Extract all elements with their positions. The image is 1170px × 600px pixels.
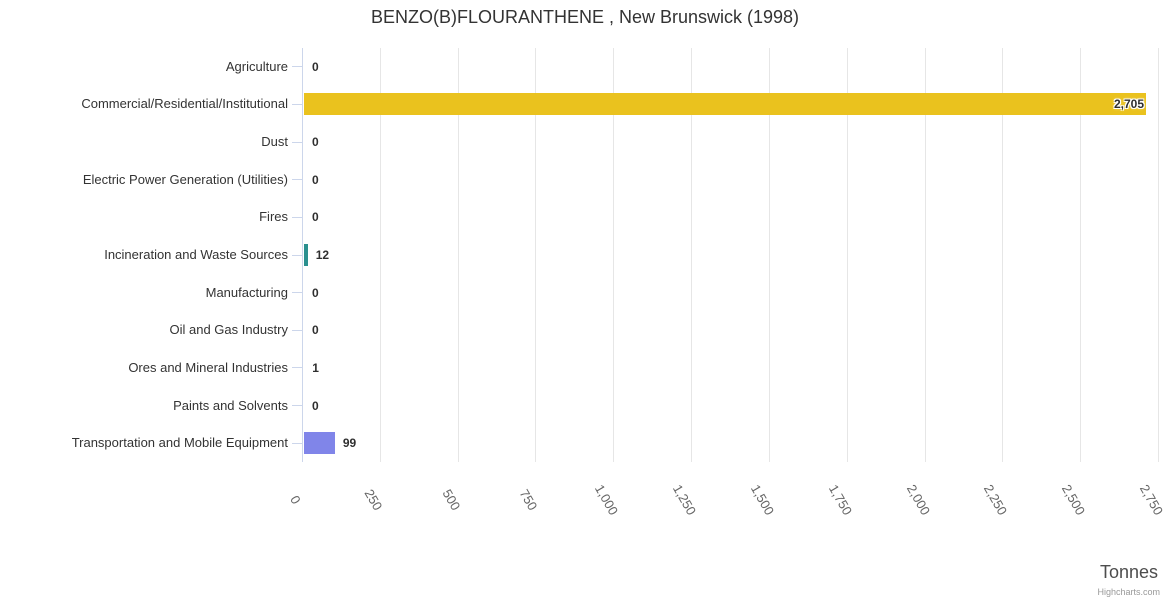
category-label[interactable]: Dust [261, 134, 288, 150]
x-tick-label: 2,250 [981, 481, 1011, 518]
gridline [379, 48, 381, 462]
x-tick-label: 2,500 [1059, 481, 1089, 518]
x-tick-label: 0 [287, 492, 304, 507]
x-tick-label: 2,750 [1136, 481, 1167, 518]
gridline [1080, 48, 1082, 462]
category-tick [292, 292, 302, 294]
data-label: 0 [312, 323, 319, 338]
data-label: 0 [312, 398, 319, 413]
x-tick-label: 2,000 [903, 481, 933, 518]
value-axis-labels: 0 250 500 750 1,000 1,250 1,500 1,750 2,000 2,250… [287, 466, 1166, 546]
bar[interactable] [304, 244, 308, 266]
category-label[interactable]: Fires [259, 209, 288, 225]
gridline [846, 48, 848, 462]
gridline [457, 48, 459, 462]
category-tick [292, 66, 302, 68]
gridline [1158, 48, 1159, 462]
data-label: 0 [312, 285, 319, 300]
category-tick [292, 405, 302, 407]
x-tick-label: 250 [361, 486, 386, 513]
plot-area: 0 2,705 0 0 0 12 0 0 1 0 99 [292, 48, 1159, 462]
category-label[interactable]: Ores and Mineral Industries [128, 359, 288, 375]
category-tick [292, 216, 302, 218]
x-tick-label: 500 [439, 486, 464, 513]
x-axis-title: Tonnes [1099, 562, 1158, 582]
data-label: 0 [312, 59, 319, 74]
category-tick [292, 254, 302, 256]
category-label[interactable]: Transportation and Mobile Equipment [71, 435, 288, 451]
category-tick [292, 329, 302, 331]
x-tick-label: 1,250 [669, 481, 700, 518]
category-label[interactable]: Oil and Gas Industry [169, 322, 289, 338]
data-label: 12 [315, 248, 330, 262]
highcharts-credits-link[interactable]: Highcharts.com [1097, 587, 1160, 597]
category-label[interactable]: Commercial/Residential/Institutional [81, 96, 288, 112]
chart-title: BENZO(B)FLOURANTHENE , New Brunswick (19… [370, 7, 800, 27]
x-tick-label: 750 [517, 486, 541, 513]
data-label: 2,705 [1113, 97, 1144, 112]
data-label: 1 [312, 360, 319, 375]
category-axis-labels: Agriculture Commercial/Residential/Instit… [0, 48, 288, 462]
gridline [924, 48, 926, 462]
gridline [768, 48, 770, 462]
bar[interactable] [304, 432, 335, 455]
data-label: 99 [342, 436, 357, 451]
category-label[interactable]: Incineration and Waste Sources [104, 247, 288, 262]
category-tick [292, 442, 302, 444]
gridline [535, 48, 537, 462]
category-tick [292, 103, 302, 105]
data-label: 0 [312, 210, 319, 225]
category-tick [292, 367, 302, 369]
category-label[interactable]: Electric Power Generation (Utilities) [82, 171, 288, 187]
category-tick [292, 179, 302, 181]
gridline [613, 48, 615, 462]
category-tick [292, 141, 302, 143]
category-label[interactable]: Manufacturing [205, 284, 288, 300]
category-label[interactable]: Agriculture [225, 58, 288, 74]
gridline [691, 48, 693, 462]
bar[interactable] [304, 93, 1146, 116]
category-label[interactable]: Paints and Solvents [173, 397, 288, 413]
x-tick-label: 1,000 [592, 481, 622, 518]
x-tick-label: 1,500 [747, 481, 778, 518]
x-tick-label: 1,750 [825, 481, 855, 518]
data-label: 0 [312, 135, 319, 150]
data-label: 0 [312, 172, 319, 187]
gridline [1002, 48, 1004, 462]
